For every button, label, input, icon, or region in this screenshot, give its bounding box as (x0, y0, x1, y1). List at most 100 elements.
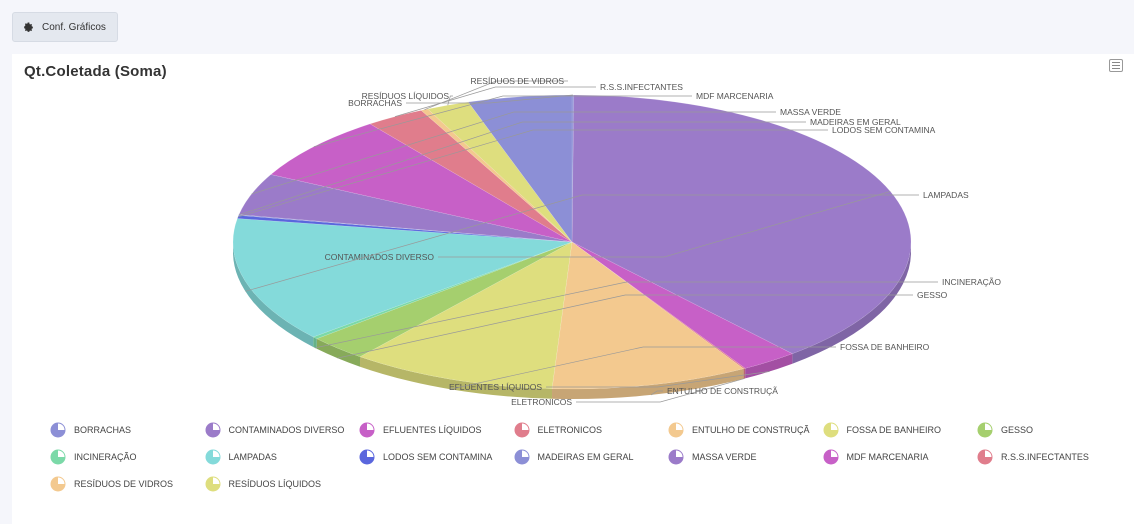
slice-data-label: CONTAMINADOS DIVERSO (325, 252, 435, 262)
chart-config-label: Conf. Gráficos (42, 21, 106, 33)
slice-data-label: RESÍDUOS DE VIDROS (470, 76, 564, 86)
pie-slice-icon (668, 449, 684, 465)
legend-label: MADEIRAS EM GERAL (537, 452, 634, 462)
pie-slice[interactable] (571, 94, 912, 354)
label-leader-line (238, 121, 806, 216)
legend-label: RESÍDUOS DE VIDROS (74, 479, 174, 489)
pie-slice[interactable] (571, 241, 793, 369)
pie-slice[interactable] (312, 241, 573, 340)
pie-slice-icon (977, 422, 993, 438)
pie-slice-icon (823, 449, 838, 465)
slice-data-label: ELETRONICOS (511, 397, 572, 407)
label-leader-line (447, 95, 453, 106)
pie-slice-icon (359, 449, 375, 465)
pie-slice-side (360, 356, 553, 399)
pie-chart: CONTAMINADOS DIVERSO EFLUENTES LÍQUIDOS EL… (232, 76, 1001, 407)
legend-label: BORRACHAS (74, 425, 132, 435)
pie-slice-icon (823, 422, 838, 438)
pie-slice-icon (977, 449, 993, 465)
chart-config-button[interactable]: Conf. Gráficos (12, 12, 118, 42)
slice-data-label: FOSSA DE BANHEIRO (840, 342, 930, 352)
legend-item[interactable]: MDF MARCENARIA (823, 449, 978, 465)
slice-data-label: ENTULHO DE CONSTRUÇÃ (667, 386, 778, 396)
gear-icon (24, 21, 33, 32)
menu-line (1112, 65, 1120, 66)
legend-item[interactable]: CONTAMINADOS DIVERSO (205, 422, 360, 438)
pie-slice[interactable] (551, 241, 745, 390)
legend-label: MASSA VERDE (692, 452, 757, 462)
label-leader-line (424, 80, 568, 110)
legend-label: LODOS SEM CONTAMINA (383, 452, 493, 462)
legend-label: CONTAMINADOS DIVERSO (228, 425, 345, 435)
slice-data-label: LAMPADAS (923, 190, 969, 200)
slice-data-label: BORRACHAS (348, 98, 402, 108)
chart-title: Qt.Coletada (Soma) (24, 63, 167, 80)
legend-item[interactable]: LAMPADAS (205, 449, 360, 465)
slice-data-label: MADEIRAS EM GERAL (810, 117, 901, 127)
legend-label: LAMPADAS (228, 452, 277, 462)
slice-data-label: MASSA VERDE (780, 107, 841, 117)
legend-label: GESSO (1001, 425, 1034, 435)
label-leader-line (394, 86, 596, 117)
legend-label: R.S.S.INFECTANTES (1001, 452, 1089, 462)
pie-slice-icon (514, 449, 529, 465)
slice-data-label: R.S.S.INFECTANTES (600, 82, 683, 92)
label-leader-line (251, 111, 776, 195)
pie-slice-side (743, 368, 746, 379)
pie-slice-side (313, 336, 317, 349)
label-leader-line (245, 194, 919, 292)
pie-slice[interactable] (316, 241, 573, 357)
pie-slice-icon (514, 422, 529, 438)
legend-item[interactable]: FOSSA DE BANHEIRO (823, 422, 978, 438)
slice-data-label: INCINERAÇÃO (942, 277, 1001, 287)
legend-item[interactable]: BORRACHAS (50, 422, 205, 438)
legend-label: ENTULHO DE CONSTRUÇÃ (692, 425, 810, 435)
pie-slice[interactable] (359, 241, 573, 389)
legend-item[interactable]: EFLUENTES LÍQUIDOS (359, 422, 514, 438)
label-leader-line (337, 294, 913, 359)
pie-slice-icon (359, 422, 375, 438)
legend-item[interactable]: MADEIRAS EM GERAL (514, 449, 669, 465)
legend-label: FOSSA DE BANHEIRO (846, 425, 942, 435)
legend-label: EFLUENTES LÍQUIDOS (383, 425, 482, 435)
menu-line (1112, 68, 1120, 69)
pie-slice-icon (205, 422, 220, 438)
legend-label: RESÍDUOS LÍQUIDOS (228, 479, 322, 489)
pie-slice-icon (205, 449, 220, 465)
pie-slice-icon (668, 422, 684, 438)
pie-slice-side (233, 242, 314, 347)
legend-item[interactable]: MASSA VERDE (668, 449, 823, 465)
legend-item[interactable]: GESSO (977, 422, 1132, 438)
label-leader-line (438, 191, 891, 258)
slice-data-label: EFLUENTES LÍQUIDOS (449, 382, 542, 392)
slice-data-label: MDF MARCENARIA (696, 91, 774, 101)
label-leader-line (576, 378, 745, 403)
chart-legend: BORRACHAS CONTAMINADOS DIVERSO EFLUENTES L… (50, 422, 1130, 492)
pie-slice-side (792, 242, 911, 364)
legend-item[interactable]: R.S.S.INFECTANTES (977, 449, 1132, 465)
pie-slice-icon (205, 476, 220, 492)
pie-slice[interactable] (571, 241, 746, 370)
pie-labels: CONTAMINADOS DIVERSO EFLUENTES LÍQUIDOS EL… (237, 76, 1001, 407)
pie-slice[interactable] (232, 218, 573, 338)
pie-side-walls (233, 242, 911, 399)
legend-item[interactable]: RESÍDUOS LÍQUIDOS (205, 476, 360, 492)
label-leader-line (406, 94, 573, 104)
slice-data-label: GESSO (917, 290, 948, 300)
menu-line (1112, 62, 1120, 63)
chart-menu-button[interactable] (1109, 59, 1123, 72)
pie-slice-side (316, 338, 361, 367)
legend-item[interactable]: LODOS SEM CONTAMINA (359, 449, 514, 465)
legend-item[interactable]: RESÍDUOS DE VIDROS (50, 476, 205, 492)
label-leader-line (314, 281, 938, 349)
pie-slice-icon (50, 422, 66, 438)
legend-item[interactable]: INCINERAÇÃO (50, 449, 205, 465)
pie-slice-side (552, 368, 744, 399)
pie-slice-icon (50, 476, 66, 492)
label-leader-line (313, 95, 692, 148)
legend-item[interactable]: ENTULHO DE CONSTRUÇÃ (668, 422, 823, 438)
legend-item[interactable]: ELETRONICOS (514, 422, 669, 438)
label-leader-line (450, 346, 836, 390)
chart-panel: Qt.Coletada (Soma) CONTAMINADOS DIVERSO E… (12, 54, 1134, 524)
label-leader-line (651, 390, 663, 396)
